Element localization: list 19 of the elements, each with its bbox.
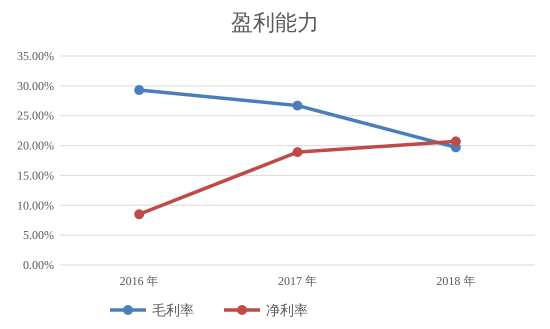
point	[450, 136, 461, 146]
y-tick-label: 10.00%	[17, 198, 54, 212]
x-tick-label: 2017 年	[278, 274, 317, 288]
legend-label: 毛利率	[152, 303, 194, 319]
point	[134, 85, 144, 96]
chart-title: 盈利能力	[231, 10, 319, 35]
x-tick-label: 2018 年	[436, 274, 476, 288]
y-tick-label: 30.00%	[17, 78, 54, 93]
x-tick-label: 2016 年	[120, 274, 159, 288]
point	[292, 100, 302, 111]
y-tick-label: 15.00%	[17, 168, 54, 182]
y-tick-label: 35.00%	[17, 49, 54, 63]
y-tick-label: 20.00%	[17, 138, 54, 153]
point	[134, 209, 144, 220]
legend-label: 净利率	[266, 303, 308, 319]
y-tick-label: 25.00%	[17, 108, 54, 123]
point	[292, 147, 302, 158]
y-tick-label: 0.00%	[23, 258, 54, 272]
y-tick-label: 5.00%	[23, 228, 54, 242]
